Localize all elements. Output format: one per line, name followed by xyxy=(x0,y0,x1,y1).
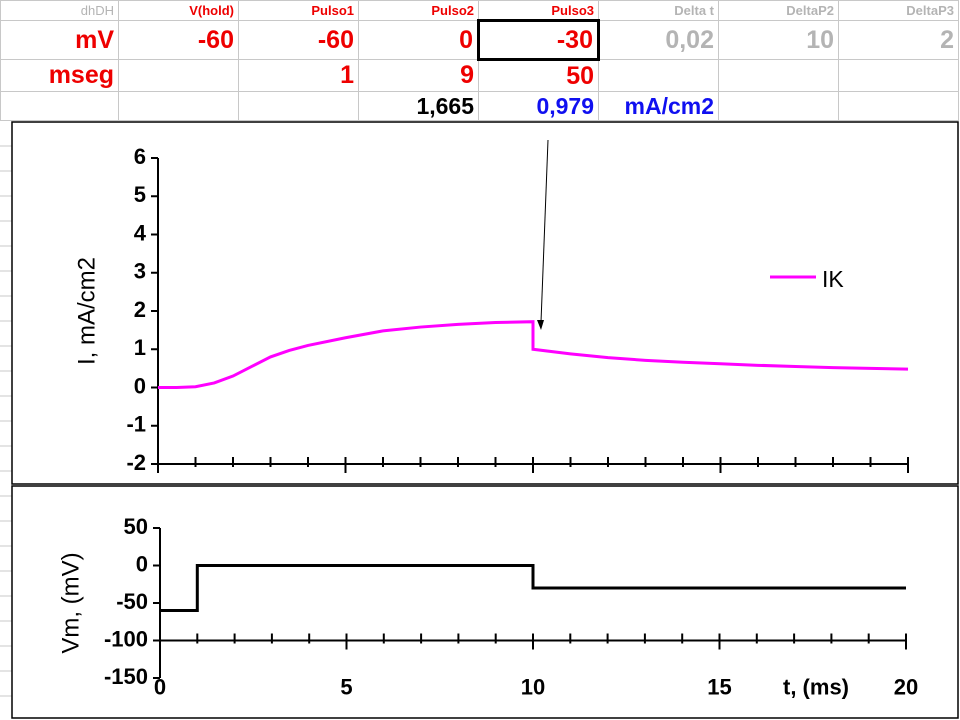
x-axis-label: t, (ms) xyxy=(783,674,849,699)
cell[interactable]: -60 xyxy=(118,20,239,60)
cell[interactable]: 0,979 xyxy=(478,91,599,121)
y-tick-label: 2 xyxy=(134,297,146,322)
y-axis-label: Vm, (mV) xyxy=(57,552,84,653)
y-tick-label: 4 xyxy=(134,220,147,245)
selected-cell[interactable]: -30 xyxy=(477,19,600,61)
cell[interactable]: 2 xyxy=(838,20,959,60)
cell[interactable]: 10 xyxy=(718,20,839,60)
cell[interactable] xyxy=(838,91,959,121)
x-tick-label: 10 xyxy=(521,674,545,699)
x-tick-label: 5 xyxy=(340,674,352,699)
cell[interactable]: mA/cm2 xyxy=(598,91,719,121)
y-tick-label: -50 xyxy=(116,589,148,614)
y-tick-label: 6 xyxy=(134,144,146,169)
y-tick-label: -1 xyxy=(126,412,146,437)
x-tick-label: 20 xyxy=(894,674,918,699)
cell[interactable] xyxy=(238,91,359,121)
y-tick-label: 1 xyxy=(134,335,146,360)
legend-box xyxy=(762,265,870,297)
cell[interactable]: 50 xyxy=(478,59,599,92)
annotation-arrow xyxy=(540,139,549,323)
sheet-gridlines xyxy=(0,145,12,697)
series-line xyxy=(160,564,906,612)
chart-frame xyxy=(11,121,959,485)
chart-frame xyxy=(11,485,959,719)
cell[interactable] xyxy=(598,59,719,92)
y-tick-label: 50 xyxy=(124,514,148,539)
cell[interactable]: Pulso3 xyxy=(478,0,599,21)
y-axis-label: I, mA/cm2 xyxy=(73,257,100,365)
x-tick-label: 0 xyxy=(154,674,166,699)
spreadsheet: dhDH V(hold) Pulso1 Pulso2 Pulso3 Delta … xyxy=(0,0,959,121)
y-tick-label: 5 xyxy=(134,182,146,207)
y-tick-label: 0 xyxy=(134,373,146,398)
cell[interactable]: 0,02 xyxy=(598,20,719,60)
y-tick-label: -150 xyxy=(104,664,148,689)
cell[interactable] xyxy=(118,59,239,92)
y-tick-label: -2 xyxy=(126,450,146,475)
y-tick-label: 0 xyxy=(136,551,148,576)
y-tick-label: 3 xyxy=(134,259,146,284)
x-tick-label: 15 xyxy=(707,674,731,699)
legend-label: IK xyxy=(822,266,844,292)
y-tick-label: -100 xyxy=(104,626,148,651)
cell[interactable] xyxy=(718,91,839,121)
cell[interactable]: mseg xyxy=(0,59,119,92)
cell[interactable]: -60 xyxy=(238,20,359,60)
series-line xyxy=(158,320,909,389)
arrow-head xyxy=(537,320,544,330)
cell[interactable]: 1 xyxy=(238,59,359,92)
cell[interactable]: 1,665 xyxy=(358,91,479,121)
